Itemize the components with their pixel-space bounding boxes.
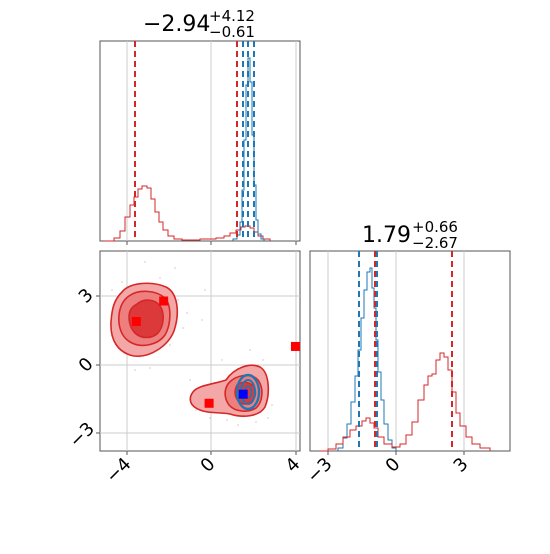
y-marginal-grid [327, 251, 465, 451]
joint-x-tick-label: −4 [102, 454, 136, 488]
joint-x-tick-label: 4 [282, 454, 305, 477]
y-marginal-panel: 1.79 +0.66 −2.67 [309, 218, 511, 455]
x-marginal-red-histogram [104, 185, 271, 242]
joint-y-tick-label: −3 [65, 418, 99, 452]
joint-markers [131, 296, 300, 408]
y-marginal-title-sub: −2.67 [412, 234, 458, 252]
joint-ticks [96, 295, 297, 455]
y-marginal-title-sup: +0.66 [412, 218, 458, 236]
blue-marker [238, 389, 248, 399]
joint-y-tick-label: 0 [75, 354, 98, 377]
x-marginal-blue-histogram [232, 57, 265, 241]
x-marginal-panel: −2.94 +4.12 −0.61 [99, 7, 301, 245]
joint-x-tick-labels: −4 0 4 [102, 454, 305, 488]
joint-x-tick-label: 0 [197, 454, 220, 477]
y-marginal-blue-histogram [337, 267, 397, 451]
x-marginal-quantile-lines [134, 41, 255, 241]
y-marginal-frame [309, 250, 511, 452]
y-marginal-red-histogram [320, 352, 491, 452]
joint-frame [99, 250, 301, 452]
y-marginal-quantile-lines [358, 251, 453, 451]
x-marginal-title-sup: +4.12 [209, 7, 255, 25]
joint-y-tick-label: 3 [75, 285, 98, 308]
x-marginal-grid [126, 41, 297, 241]
y-marginal-ticks [327, 451, 465, 455]
ymarg-x-tick-label: 3 [450, 454, 473, 477]
x-marginal-title: −2.94 [143, 12, 210, 37]
red-marker [131, 316, 141, 326]
ymarg-x-tick-label: 0 [382, 454, 405, 477]
x-marginal-ticks [126, 241, 297, 245]
red-marker [204, 398, 214, 408]
y-marginal-title: 1.79 [362, 223, 411, 248]
joint-panel [96, 250, 301, 455]
x-marginal-title-sub: −0.61 [209, 23, 255, 41]
x-marginal-frame [99, 40, 301, 242]
red-marker [290, 341, 300, 351]
joint-y-tick-labels: 3 0 −3 [65, 285, 99, 452]
ymarg-x-tick-label: −3 [303, 454, 337, 488]
red-marker [159, 296, 169, 306]
joint-contour-left-inner [128, 299, 164, 339]
joint-grid [100, 251, 300, 451]
ymarg-x-tick-labels: −3 0 3 [303, 454, 473, 488]
